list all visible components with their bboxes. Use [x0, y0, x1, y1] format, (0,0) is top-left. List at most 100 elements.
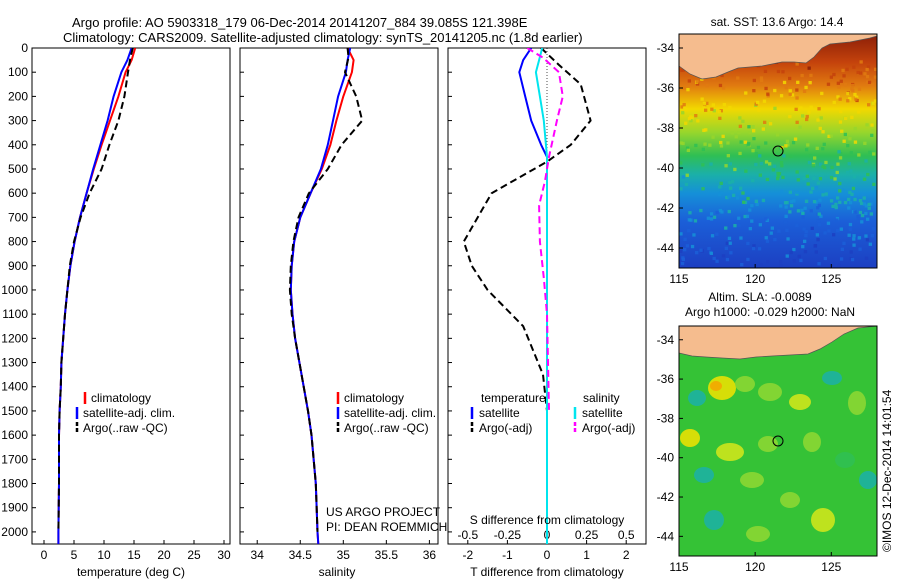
sst-pixel: [865, 75, 870, 79]
sst-pixel: [802, 176, 806, 181]
sla-blob: [735, 376, 755, 392]
sst-pixel: [728, 241, 732, 245]
sst-pixel: [681, 264, 685, 268]
temperature-legend: climatology satellite-adj. clim. Argo(..…: [75, 391, 175, 435]
sst-pixel: [836, 81, 840, 85]
sst-pixel: [827, 229, 831, 233]
sst-pixel: [868, 242, 872, 246]
sst-pixel: [814, 186, 818, 190]
sst-pixel: [796, 209, 801, 213]
map-x-tick-label: 120: [745, 272, 765, 286]
sst-pixel: [683, 106, 687, 110]
sst-pixel: [857, 153, 861, 157]
map-y-tick-label: -40: [657, 161, 675, 175]
series-group: [462, 48, 592, 544]
sst-pixel: [873, 75, 877, 79]
sst-pixel: [712, 109, 716, 113]
sst-pixel: [785, 228, 789, 232]
sst-pixel: [805, 174, 809, 178]
sst-pixel: [851, 186, 856, 191]
sst-pixel: [726, 141, 730, 145]
sst-pixel: [816, 219, 821, 223]
x-tick-label: 1: [583, 548, 590, 562]
temperature-axes-frame: [31, 47, 231, 545]
sst-pixel: [765, 239, 770, 243]
sst-pixel: [843, 116, 848, 120]
sst-pixel: [739, 236, 743, 240]
sst-pixel: [810, 226, 814, 230]
sst-pixel: [701, 147, 705, 151]
sst-pixel: [865, 123, 869, 127]
sst-pixel: [687, 79, 691, 83]
sst-pixel: [729, 186, 733, 190]
sst-pixel: [733, 167, 737, 172]
sst-pixel: [733, 224, 737, 228]
map-y-tick-label: -44: [657, 241, 675, 255]
sst-pixel: [798, 125, 802, 129]
sst-pixel: [836, 196, 840, 200]
sst-pixel: [756, 145, 761, 150]
sst-pixel: [758, 223, 762, 227]
sst-pixel: [837, 263, 841, 267]
sst-pixel: [806, 182, 810, 186]
sst-pixel: [853, 140, 858, 144]
sst-pixel: [729, 251, 733, 255]
sst-pixel: [862, 196, 866, 200]
x-tick-label-s: 0.25: [575, 528, 599, 542]
sst-pixel: [849, 169, 853, 173]
map-y-tick-label: -36: [657, 81, 675, 95]
map-x-tick-label: 115: [669, 560, 688, 574]
sst-pixel: [857, 87, 862, 91]
sst-pixel: [795, 62, 799, 66]
sst-pixel: [869, 202, 873, 206]
sst-pixel: [732, 193, 736, 197]
sst-pixel: [724, 164, 728, 168]
figure-title: Argo profile: AO 5903318_179 06-Dec-2014…: [72, 15, 528, 30]
sst-pixel: [803, 206, 807, 210]
sst-pixel: [730, 131, 734, 135]
sst-pixel: [704, 128, 708, 132]
sst-pixel: [743, 140, 748, 144]
sst-pixel: [817, 203, 821, 208]
sla-blob: [694, 467, 714, 483]
sst-pixel: [804, 85, 808, 90]
y-tick-label: 700: [8, 210, 28, 224]
sla-blob: [835, 452, 855, 468]
sst-pixel: [756, 100, 760, 105]
sst-pixel: [832, 72, 836, 77]
sst-pixel: [701, 189, 706, 193]
sst-pixel: [835, 170, 839, 175]
sst-pixel: [766, 260, 770, 264]
sla-land: [679, 326, 877, 360]
sst-pixel: [686, 148, 690, 152]
sst-pixel: [779, 264, 783, 268]
sst-pixel: [871, 101, 875, 105]
x-tick-label: 2: [623, 548, 630, 562]
map-x-tick-label: 120: [745, 560, 765, 574]
sst-pixel: [800, 208, 804, 212]
sst-pixel: [817, 107, 821, 111]
sst-pixel: [839, 257, 844, 261]
y-tick-label: 0: [21, 41, 28, 55]
sst-pixel: [803, 239, 807, 243]
sst-pixel: [848, 227, 852, 231]
sst-pixel: [859, 201, 864, 206]
sst-pixel: [759, 162, 764, 166]
sst-pixel: [870, 123, 874, 127]
sst-pixel: [860, 213, 865, 218]
x-tick-label-s: -0.25: [494, 528, 522, 542]
sst-pixel: [718, 185, 722, 189]
sst-pixel: [821, 164, 825, 169]
sla-blob: [780, 492, 800, 508]
series-line-satellite-adj-clim-: [57, 48, 133, 544]
sst-pixel: [755, 202, 759, 207]
sst-pixel: [827, 134, 831, 138]
sst-pixel: [866, 217, 870, 221]
sst-pixel: [788, 190, 792, 194]
sst-pixel: [788, 210, 792, 214]
sst-pixel: [792, 247, 796, 252]
sst-pixel: [848, 222, 853, 227]
sst-pixel: [802, 89, 807, 93]
sst-pixel: [727, 236, 732, 240]
